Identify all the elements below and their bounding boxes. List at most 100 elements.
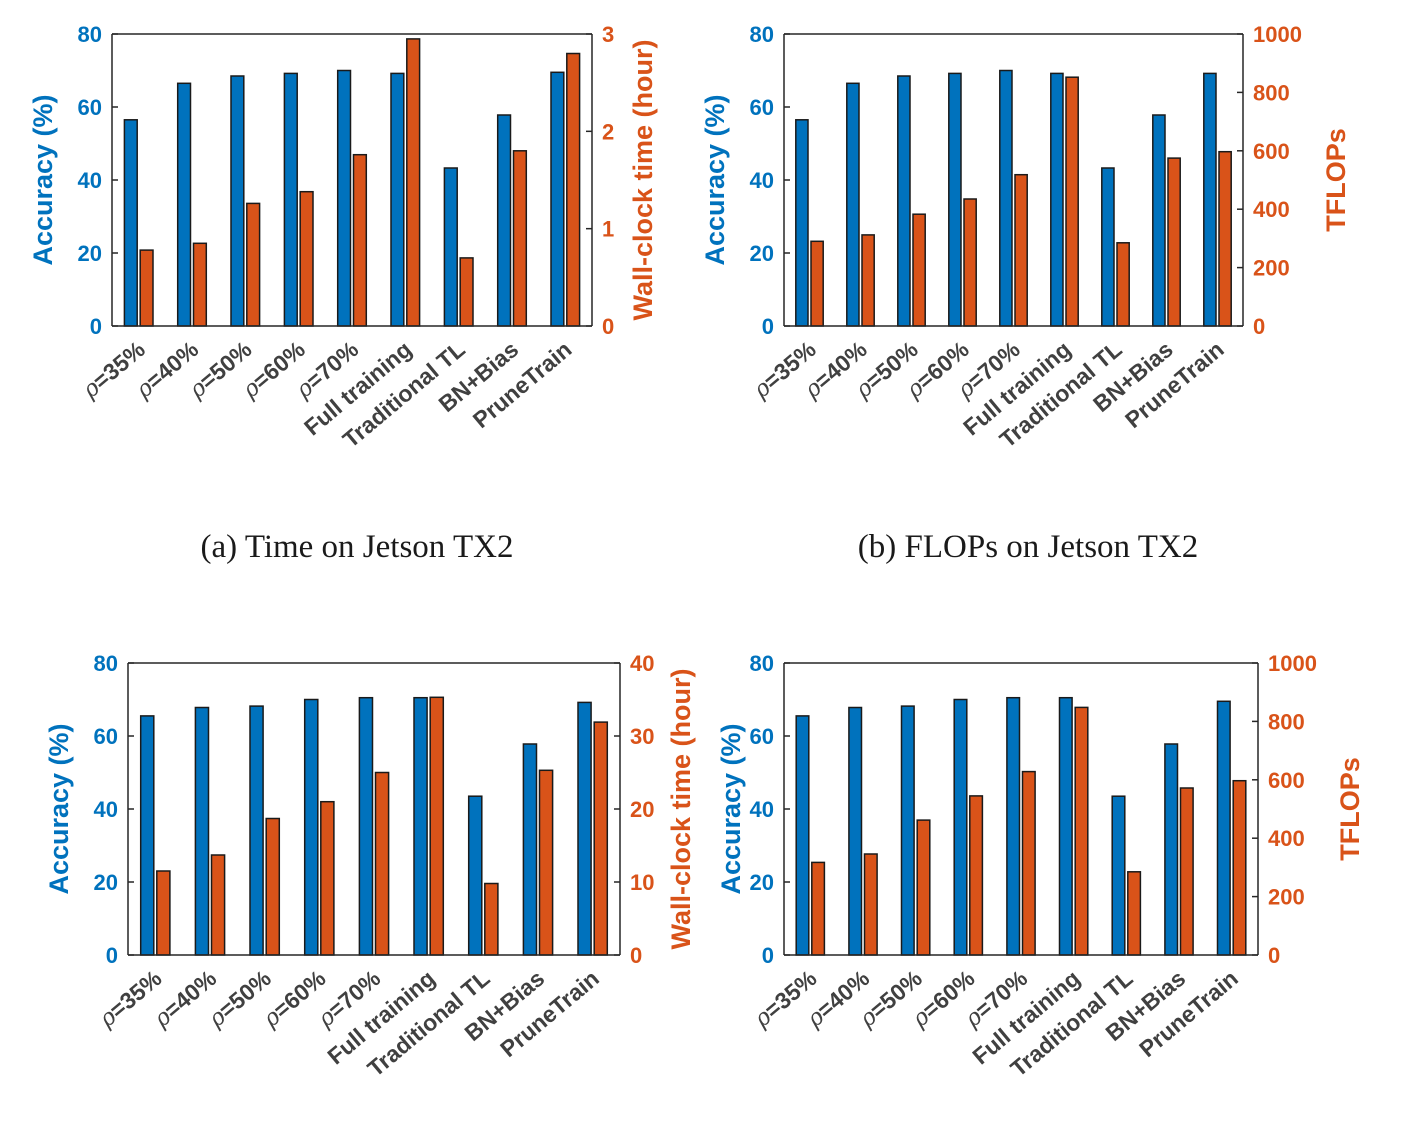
right-tick-label: 0	[1253, 314, 1265, 339]
secondary-bar-5	[352, 153, 368, 327]
secondary-bar-3	[246, 202, 261, 327]
left-tick-label: 20	[750, 241, 774, 266]
accuracy-bar-2	[194, 706, 210, 956]
right-tick-label: 30	[630, 724, 654, 749]
subfigure-caption: (b) FLOPs on Jetson TX2	[858, 529, 1198, 565]
secondary-bar-2	[863, 853, 878, 956]
y-axis-label: Accuracy (%)	[716, 723, 746, 894]
left-tick-label: 0	[90, 314, 102, 339]
secondary-bar-4	[963, 198, 977, 327]
accuracy-bar-8	[522, 743, 538, 956]
accuracy-bar-5	[999, 69, 1013, 327]
accuracy-bar-1	[795, 715, 810, 956]
left-tick-label: 40	[750, 168, 774, 193]
secondary-bar-3	[912, 213, 926, 327]
secondary-bar-8	[1179, 787, 1194, 956]
accuracy-bar-5	[336, 69, 352, 327]
accuracy-bar-3	[249, 705, 264, 956]
accuracy-bar-8	[496, 114, 512, 327]
secondary-bar-6	[1065, 76, 1079, 327]
secondary-bar-2	[861, 234, 875, 327]
secondary-bar-3	[265, 817, 281, 956]
category-label-4: ρ=60%	[257, 965, 331, 1033]
right-tick-label: 600	[1268, 768, 1305, 793]
accuracy-bar-4	[953, 698, 968, 956]
accuracy-bar-2	[176, 82, 192, 327]
accuracy-bar-9	[1203, 72, 1217, 327]
accuracy-bar-8	[1152, 114, 1166, 327]
accuracy-bar-9	[1216, 700, 1231, 956]
right-tick-label: 400	[1253, 197, 1290, 222]
accuracy-bar-7	[1111, 795, 1126, 956]
accuracy-bar-1	[795, 119, 809, 327]
left-tick-label: 0	[762, 314, 774, 339]
right-tick-label: 0	[1268, 943, 1280, 968]
secondary-bar-3	[916, 819, 931, 956]
accuracy-bar-1	[123, 119, 138, 327]
left-tick-label: 40	[750, 797, 774, 822]
right-tick-label: 200	[1268, 885, 1305, 910]
secondary-bar-4	[969, 795, 984, 956]
left-tick-label: 80	[750, 651, 774, 676]
secondary-bar-1	[811, 861, 826, 956]
left-tick-label: 60	[78, 95, 102, 120]
right-tick-label: 1	[602, 217, 614, 242]
left-tick-label: 80	[78, 22, 102, 47]
left-tick-label: 40	[94, 797, 118, 822]
accuracy-bar-6	[390, 72, 405, 327]
right-tick-label: 2	[602, 119, 614, 144]
chart-panel-1: 0204060800123ρ=35%ρ=40%ρ=50%ρ=60%ρ=70%Fu…	[28, 22, 658, 565]
secondary-bar-9	[593, 721, 609, 956]
secondary-bar-7	[1116, 242, 1130, 327]
accuracy-bar-9	[577, 701, 592, 956]
y-axis-label: Accuracy (%)	[700, 94, 730, 265]
y2-axis-label: Wall-clock time (hour)	[666, 668, 696, 949]
y2-axis-label: TFLOPs	[1335, 757, 1365, 861]
left-tick-label: 60	[94, 724, 118, 749]
category-label-3: ρ=50%	[202, 965, 276, 1033]
secondary-bar-5	[1014, 173, 1028, 327]
left-tick-label: 0	[106, 943, 118, 968]
right-tick-label: 200	[1253, 256, 1290, 281]
right-tick-label: 3	[602, 22, 614, 47]
secondary-bar-1	[156, 870, 171, 956]
secondary-bar-9	[566, 52, 581, 327]
accuracy-bar-4	[283, 72, 298, 327]
secondary-bar-7	[484, 882, 499, 956]
accuracy-bar-2	[846, 82, 860, 327]
subfigure-caption: (a) Time on Jetson TX2	[201, 529, 514, 565]
right-tick-label: 800	[1253, 80, 1290, 105]
left-tick-label: 40	[78, 168, 102, 193]
y-axis-label: Accuracy (%)	[28, 94, 58, 265]
secondary-bar-4	[299, 190, 314, 327]
right-tick-label: 600	[1253, 139, 1290, 164]
right-tick-label: 0	[602, 314, 614, 339]
secondary-bar-4	[320, 800, 335, 956]
y2-axis-label: TFLOPs	[1321, 128, 1351, 232]
accuracy-bar-3	[900, 705, 915, 956]
category-label-1: ρ=35%	[93, 965, 167, 1033]
secondary-bar-9	[1232, 779, 1247, 956]
left-tick-label: 80	[94, 651, 118, 676]
accuracy-bar-7	[467, 795, 483, 956]
accuracy-bar-8	[1164, 743, 1179, 956]
right-tick-label: 0	[630, 943, 642, 968]
right-tick-label: 400	[1268, 826, 1305, 851]
secondary-bar-5	[374, 771, 390, 956]
accuracy-bar-6	[413, 696, 428, 956]
accuracy-bar-7	[1101, 167, 1115, 327]
accuracy-bar-7	[443, 167, 458, 327]
accuracy-bar-1	[139, 715, 155, 956]
chart-panel-2: 02040608002004006008001000ρ=35%ρ=40%ρ=50…	[700, 22, 1351, 565]
y2-axis-label: Wall-clock time (hour)	[628, 39, 658, 320]
secondary-bar-6	[406, 38, 421, 327]
accuracy-bar-6	[1050, 72, 1064, 327]
accuracy-bar-9	[550, 71, 565, 327]
accuracy-bar-3	[897, 75, 911, 327]
right-tick-label: 10	[630, 870, 654, 895]
secondary-bar-1	[810, 240, 824, 327]
left-tick-label: 20	[78, 241, 102, 266]
right-tick-label: 40	[630, 651, 654, 676]
secondary-bar-8	[1167, 157, 1181, 327]
secondary-bar-6	[429, 696, 445, 956]
